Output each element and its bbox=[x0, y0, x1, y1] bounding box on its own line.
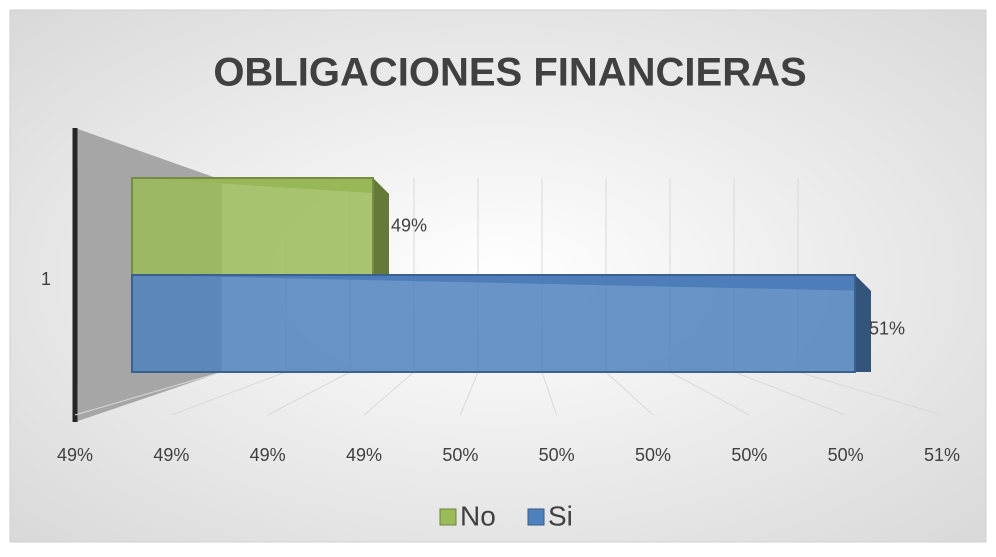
bar bbox=[131, 177, 374, 276]
bar-side bbox=[373, 178, 389, 275]
legend-label: Si bbox=[548, 500, 573, 531]
floor-grid-line bbox=[74, 371, 223, 416]
x-tick-label: 51% bbox=[924, 445, 960, 465]
x-tick-label: 50% bbox=[828, 445, 864, 465]
floor-grid-line bbox=[459, 371, 479, 416]
x-tick-label: 50% bbox=[539, 445, 575, 465]
floor-grid-line bbox=[171, 371, 287, 416]
bar bbox=[131, 274, 856, 373]
floor-grid-line bbox=[733, 371, 846, 416]
floor-grid-line bbox=[605, 371, 654, 416]
data-label: 49% bbox=[391, 215, 427, 235]
data-label: 51% bbox=[869, 318, 905, 338]
y-tick-label: 1 bbox=[41, 269, 51, 289]
x-tick-label: 49% bbox=[57, 445, 93, 465]
x-tick-label: 49% bbox=[346, 445, 382, 465]
floor-grid-line bbox=[267, 371, 351, 416]
x-tick-label: 50% bbox=[635, 445, 671, 465]
floor-grid-line bbox=[669, 371, 750, 416]
legend-label: No bbox=[460, 500, 496, 531]
legend-swatch bbox=[439, 508, 457, 526]
chart-title: OBLIGACIONES FINANCIERAS bbox=[213, 51, 806, 95]
floor-grid-line bbox=[541, 371, 558, 416]
bar-side bbox=[855, 275, 871, 372]
x-tick-label: 50% bbox=[442, 445, 478, 465]
legend-swatch bbox=[527, 508, 545, 526]
floor-grid-line bbox=[363, 371, 415, 416]
x-tick-label: 49% bbox=[250, 445, 286, 465]
x-tick-label: 50% bbox=[731, 445, 767, 465]
floor-grid-line bbox=[797, 371, 943, 416]
x-tick-label: 49% bbox=[153, 445, 189, 465]
